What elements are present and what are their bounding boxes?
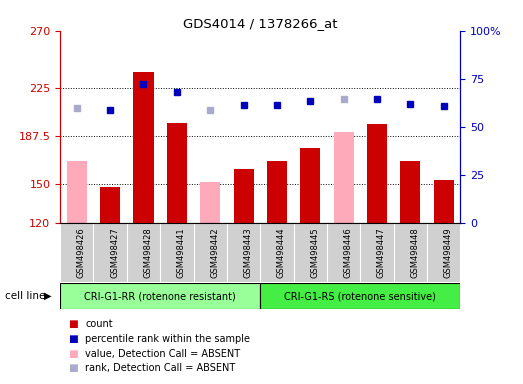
Text: GSM498442: GSM498442 [210,227,219,278]
Bar [260,283,460,309]
Text: GSM498448: GSM498448 [410,227,419,278]
Bar [367,124,387,223]
Bar [233,169,254,223]
Bar [67,161,87,223]
Text: CRI-G1-RR (rotenone resistant): CRI-G1-RR (rotenone resistant) [84,291,236,301]
Bar [133,72,154,223]
Bar [434,180,453,223]
Text: count: count [85,319,113,329]
Text: ■: ■ [68,319,78,329]
Text: GSM498447: GSM498447 [377,227,386,278]
Bar [200,182,220,223]
Text: GSM498444: GSM498444 [277,227,286,278]
Title: GDS4014 / 1378266_at: GDS4014 / 1378266_at [183,17,337,30]
Text: CRI-G1-RS (rotenone sensitive): CRI-G1-RS (rotenone sensitive) [285,291,436,301]
Text: GSM498446: GSM498446 [344,227,353,278]
Text: ■: ■ [68,363,78,373]
Text: GSM498443: GSM498443 [244,227,253,278]
Text: rank, Detection Call = ABSENT: rank, Detection Call = ABSENT [85,363,235,373]
Bar [167,123,187,223]
Text: GSM498426: GSM498426 [77,227,86,278]
Text: GSM498445: GSM498445 [310,227,319,278]
Bar [300,149,320,223]
Text: value, Detection Call = ABSENT: value, Detection Call = ABSENT [85,349,241,359]
Bar [100,187,120,223]
Text: ■: ■ [68,349,78,359]
Text: GSM498428: GSM498428 [143,227,153,278]
Bar [267,161,287,223]
Text: cell line: cell line [5,291,46,301]
Bar [334,132,354,223]
Text: GSM498427: GSM498427 [110,227,119,278]
Text: percentile rank within the sample: percentile rank within the sample [85,334,250,344]
Text: GSM498449: GSM498449 [444,227,452,278]
Bar [400,161,420,223]
Text: ▶: ▶ [44,291,51,301]
Text: ■: ■ [68,334,78,344]
Bar [60,283,260,309]
Text: GSM498441: GSM498441 [177,227,186,278]
